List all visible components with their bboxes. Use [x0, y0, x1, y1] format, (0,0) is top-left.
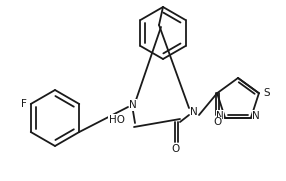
Text: N: N	[129, 100, 137, 110]
Text: N: N	[252, 111, 260, 121]
Text: F: F	[21, 99, 27, 109]
Text: S: S	[264, 88, 270, 98]
Text: HO: HO	[109, 115, 125, 125]
Text: O: O	[172, 144, 180, 154]
Text: O: O	[213, 117, 221, 127]
Text: N: N	[190, 107, 198, 117]
Text: N: N	[216, 111, 224, 121]
